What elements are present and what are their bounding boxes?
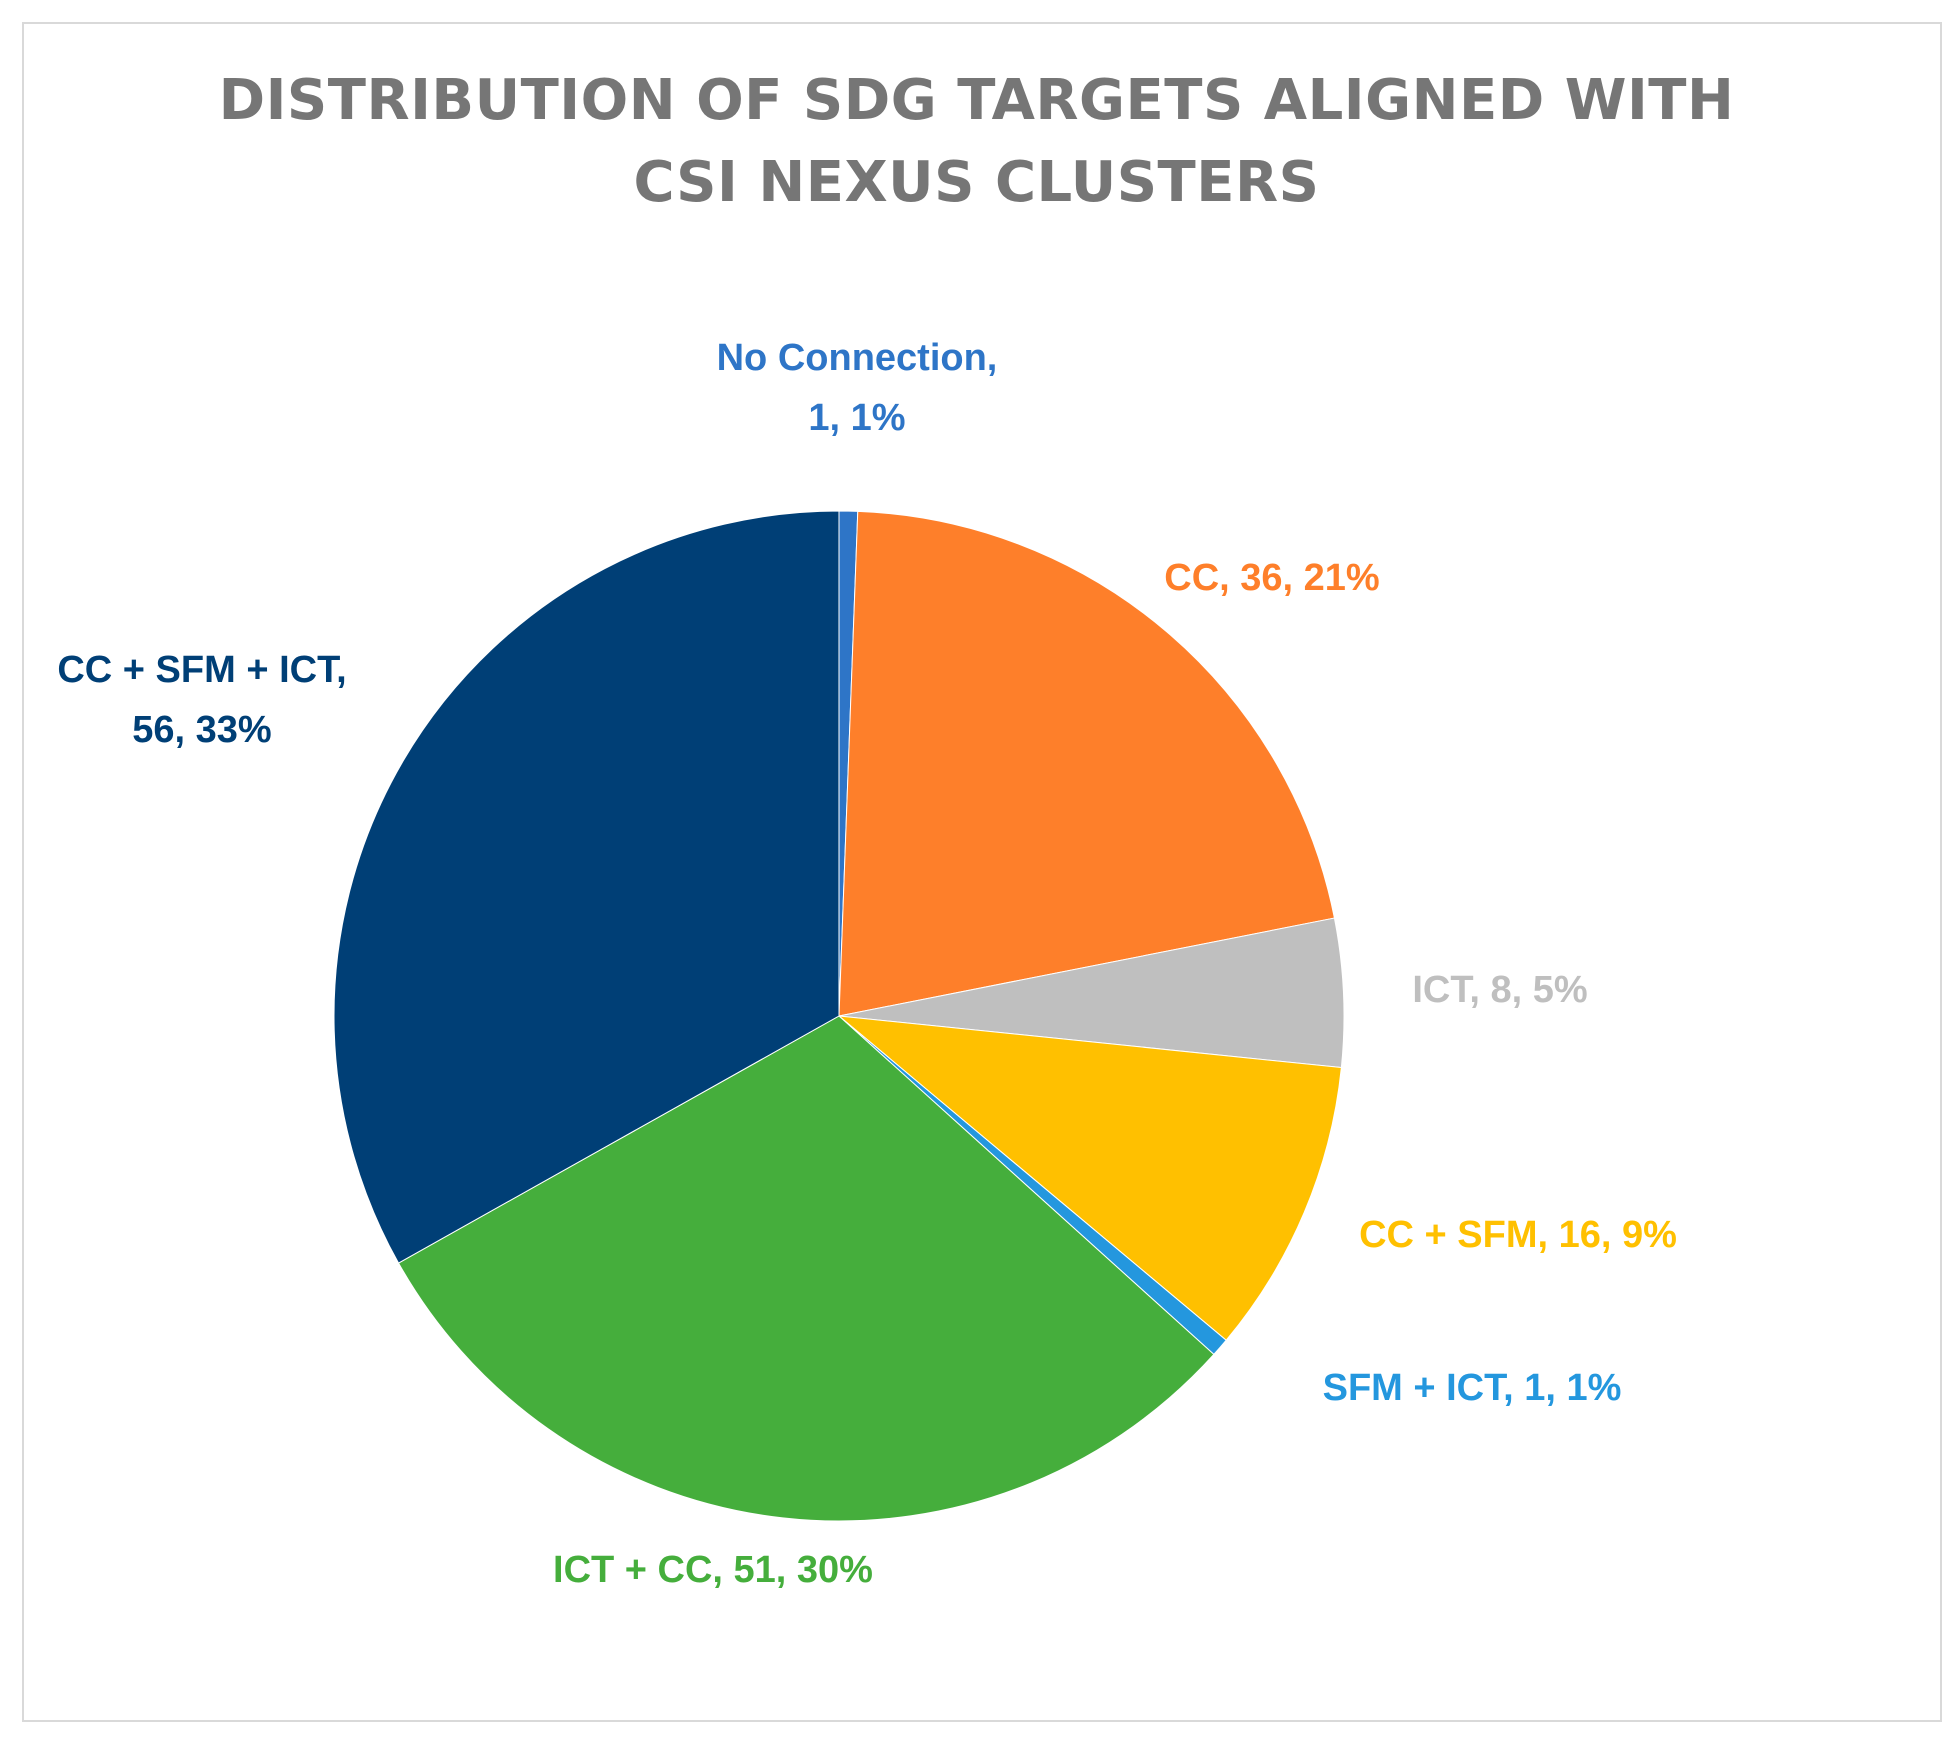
data-label-line: SFM + ICT, 1, 1%	[1322, 1367, 1622, 1409]
data-label-cc-sfm-ict: CC + SFM + ICT, 56, 33%	[0, 640, 462, 760]
data-label-line: CC + SFM, 16, 9%	[1359, 1214, 1677, 1256]
pie-slice-ict-cc	[397, 1015, 1215, 1522]
data-label-ict-cc: ICT + CC, 51, 30%	[433, 1540, 993, 1600]
data-label-sfm-ict: SFM + ICT, 1, 1%	[1192, 1358, 1752, 1418]
chart-title-line-2: CSI NEXUS CLUSTERS	[633, 150, 1320, 215]
data-label-no-connection: No Connection, 1, 1%	[627, 328, 1087, 448]
data-label-cc-sfm: CC + SFM, 16, 9%	[1238, 1205, 1798, 1265]
data-label-line: 56, 33%	[132, 709, 272, 751]
chart-title-line-1: DISTRIBUTION OF SDG TARGETS ALIGNED WITH	[218, 68, 1735, 133]
data-label-line: CC, 36, 21%	[1164, 557, 1380, 599]
pie-slice-ict	[838, 917, 1345, 1069]
data-label-cc: CC, 36, 21%	[1042, 548, 1502, 608]
data-label-line: ICT + CC, 51, 30%	[553, 1549, 873, 1591]
chart-title: DISTRIBUTION OF SDG TARGETS ALIGNED WITH…	[0, 60, 1953, 224]
pie-slice-cc-sfm	[837, 1015, 1342, 1341]
data-label-line: ICT, 8, 5%	[1412, 969, 1588, 1011]
pie-slice-cc-sfm-ict	[333, 510, 840, 1264]
data-label-ict: ICT, 8, 5%	[1320, 960, 1680, 1020]
pie-slice-cc	[838, 510, 1335, 1017]
data-label-line: CC + SFM + ICT,	[57, 649, 347, 691]
data-label-line: 1, 1%	[808, 397, 906, 439]
data-label-line: No Connection,	[716, 337, 998, 379]
